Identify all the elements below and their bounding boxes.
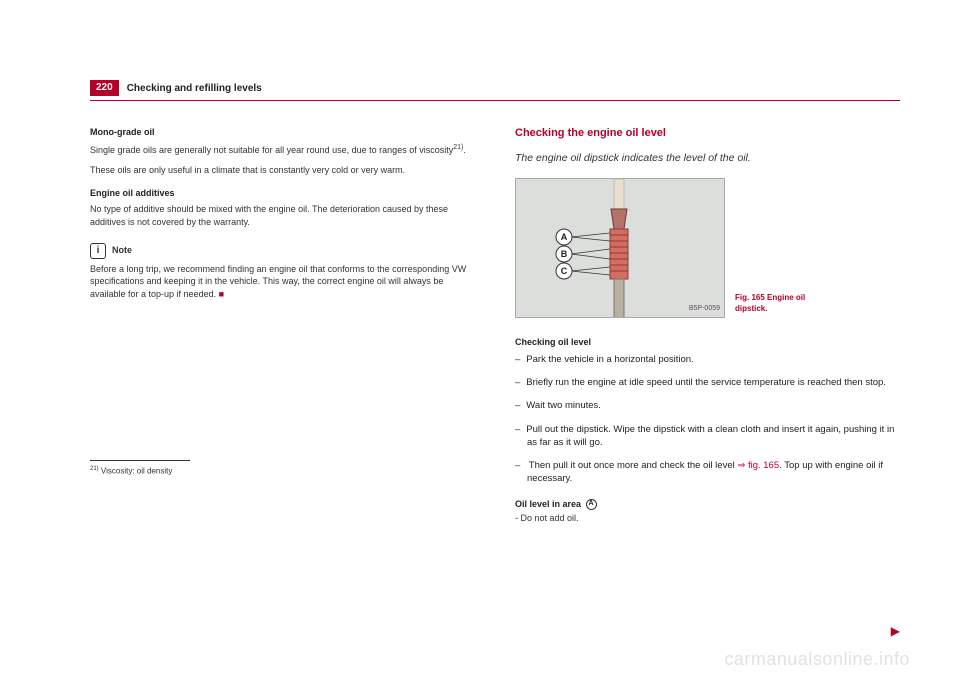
para-mono1-end: . [463,145,466,155]
note-label: Note [112,244,132,257]
step-5: Then pull it out once more and check the… [515,459,900,486]
para-mono1-text: Single grade oils are generally not suit… [90,145,453,155]
right-column: Checking the engine oil level The engine… [515,126,900,525]
step-1: Park the vehicle in a horizontal positio… [515,353,900,366]
fig-ref-165: ⇒ fig. 165 [737,460,779,471]
page-number: 220 [90,80,119,96]
footnote-ref-21: 21) [453,144,463,151]
manual-page: 220 Checking and refilling levels Mono-g… [0,0,960,678]
info-icon: i [90,243,106,259]
note-callout: i Note [90,243,475,259]
content-columns: Mono-grade oil Single grade oils are gen… [90,126,900,525]
continue-arrow-icon: ▶ [891,624,900,638]
page-header: 220 Checking and refilling levels [90,80,900,96]
figure-block: A B C B5P-0059 Fig. 165 Engine oil dipst… [515,178,900,318]
heading-checking: Checking oil level [515,336,900,349]
left-column: Mono-grade oil Single grade oils are gen… [90,126,475,525]
step-4: Pull out the dipstick. Wipe the dipstick… [515,423,900,450]
dipstick-label-b: B [561,249,568,259]
end-mark: ■ [219,289,224,299]
dipstick-label-a: A [561,232,568,242]
heading-additives: Engine oil additives [90,187,475,200]
footnote-rule [90,460,190,461]
footnote-text: Viscosity: oil density [99,467,173,476]
figure-code: B5P-0059 [689,304,720,314]
area-badge-a: A [586,499,597,510]
topic-intro: The engine oil dipstick indicates the le… [515,151,900,166]
section-title: Checking and refilling levels [127,83,262,94]
heading-mono-grade: Mono-grade oil [90,126,475,139]
area-instruction: - Do not add oil. [515,512,900,525]
heading-oil-area: Oil level in area A [515,498,900,511]
figure-caption: Fig. 165 Engine oil dipstick. [735,293,815,318]
dipstick-label-c: C [561,266,568,276]
dipstick-illustration: A B C [516,179,725,318]
step-2: Briefly run the engine at idle speed unt… [515,376,900,389]
step-5a: Then pull it out once more and check the… [529,460,738,471]
watermark: carmanualsonline.info [724,649,910,670]
para-additives: No type of additive should be mixed with… [90,203,475,228]
para-mono1: Single grade oils are generally not suit… [90,143,475,157]
oil-area-text: Oil level in area [515,499,584,509]
footnote-num: 21) [90,466,99,472]
para-note: Before a long trip, we recommend finding… [90,263,475,301]
para-note-text: Before a long trip, we recommend finding… [90,264,466,299]
footnote-21: 21) Viscosity: oil density [90,465,475,477]
figure-165: A B C B5P-0059 [515,178,725,318]
topic-title: Checking the engine oil level [515,126,900,141]
para-mono2: These oils are only useful in a climate … [90,164,475,177]
step-3: Wait two minutes. [515,399,900,412]
step-list: Park the vehicle in a horizontal positio… [515,353,900,486]
header-rule [90,100,900,101]
